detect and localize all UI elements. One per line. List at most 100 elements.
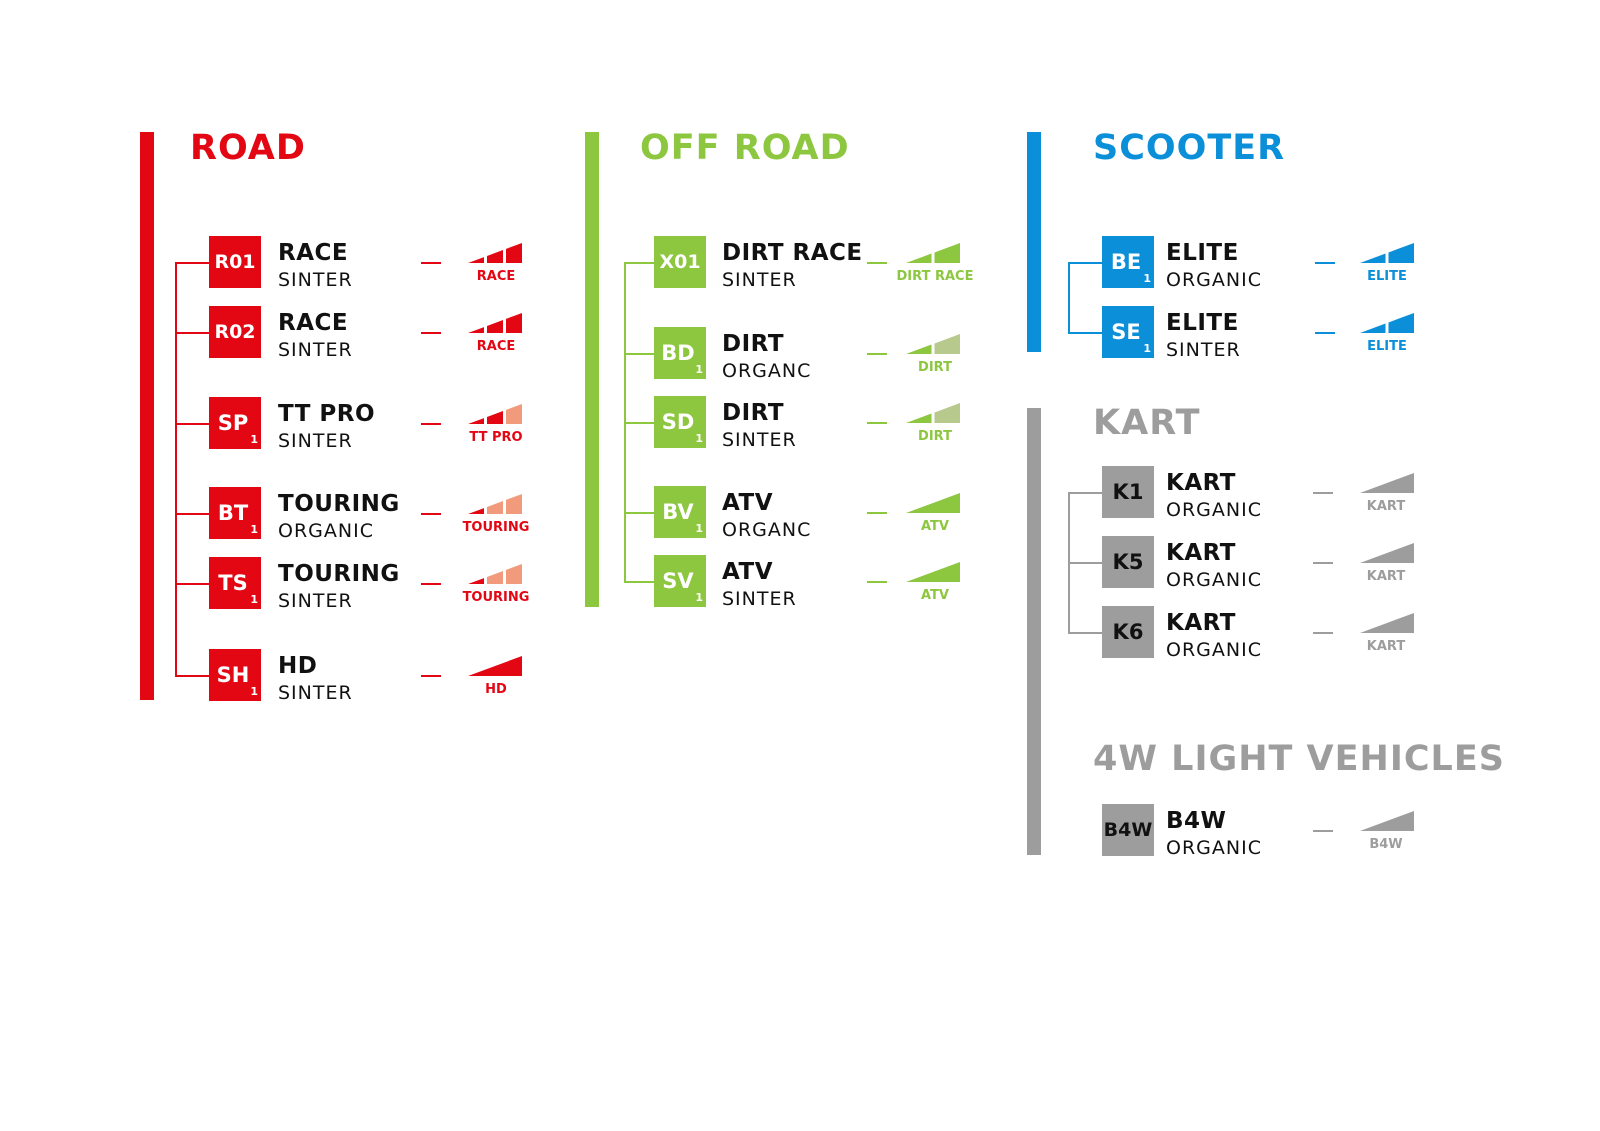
code-text: X01 xyxy=(659,251,701,273)
item-name: RACE xyxy=(278,240,349,266)
connector-dash xyxy=(421,513,441,515)
item-material: SINTER xyxy=(1166,339,1241,361)
item-material: SINTER xyxy=(278,590,353,612)
code-text: R02 xyxy=(214,321,256,343)
wedge-segment xyxy=(1360,811,1414,831)
code-badge: B4W xyxy=(1102,804,1154,856)
item-material: SINTER xyxy=(278,682,353,704)
item-material: ORGANIC xyxy=(1166,269,1262,291)
tree-branch xyxy=(175,513,209,515)
code-subscript: 1 xyxy=(1143,342,1151,355)
code-badge: BD 1 xyxy=(654,327,706,379)
code-subscript: 1 xyxy=(695,591,703,604)
code-subscript: 1 xyxy=(250,685,258,698)
icon-label: DIRT RACE xyxy=(896,269,974,284)
code-badge: R01 xyxy=(209,236,261,288)
code-badge: X01 xyxy=(654,236,706,288)
icon-label: TOURING xyxy=(462,520,530,535)
item-name: TT PRO xyxy=(278,401,376,427)
connector-dash xyxy=(421,262,441,264)
tree-branch xyxy=(1068,562,1102,564)
tree-branch xyxy=(1068,492,1102,494)
tree-branch xyxy=(624,422,654,424)
tree-branch xyxy=(175,423,209,425)
tree-branch xyxy=(624,262,654,264)
wedge-segment xyxy=(506,564,522,584)
code-badge: K5 xyxy=(1102,536,1154,588)
section-bar xyxy=(140,132,154,700)
item-material: ORGANIC xyxy=(1166,499,1262,521)
item-name: ELITE xyxy=(1166,240,1239,266)
item-name: ELITE xyxy=(1166,310,1239,336)
connector-dash xyxy=(867,422,887,424)
code-subscript: 1 xyxy=(250,523,258,536)
code-text: BV xyxy=(662,500,694,524)
tree-branch xyxy=(175,332,209,334)
wedge-segment xyxy=(468,418,484,424)
connector-dash xyxy=(1313,632,1333,634)
code-text: SP xyxy=(217,411,249,435)
icon-label: TOURING xyxy=(462,590,530,605)
icon-label: DIRT xyxy=(918,360,952,375)
code-badge: SP 1 xyxy=(209,397,261,449)
code-badge: K1 xyxy=(1102,466,1154,518)
code-text: BE xyxy=(1110,250,1142,274)
item-name: RACE xyxy=(278,310,349,336)
tree-branch xyxy=(175,583,209,585)
item-name: DIRT xyxy=(722,400,785,426)
wedge-segment xyxy=(906,344,932,354)
item-name: TOURING xyxy=(278,561,400,587)
connector-dash xyxy=(421,675,441,677)
icon-label: TT PRO xyxy=(469,430,523,445)
wedge-segment xyxy=(468,508,484,514)
section-title: 4W LIGHT VEHICLES xyxy=(1093,739,1505,779)
wedge-segment xyxy=(906,413,932,423)
icon-label: KART xyxy=(1366,499,1406,514)
code-text: K5 xyxy=(1112,550,1144,574)
wedge-segment xyxy=(468,656,522,676)
code-text: K1 xyxy=(1112,480,1144,504)
code-text: BD xyxy=(661,341,695,365)
tree-branch xyxy=(1068,632,1102,634)
wedge-segment xyxy=(468,578,484,584)
item-name: KART xyxy=(1166,470,1236,496)
icon-label: RACE xyxy=(476,269,516,284)
icon-label: DIRT xyxy=(918,429,952,444)
connector-dash xyxy=(1315,262,1335,264)
code-subscript: 1 xyxy=(1143,272,1151,285)
tree-branch xyxy=(1068,262,1102,264)
code-text: BT xyxy=(217,501,249,525)
section-bar xyxy=(585,132,599,607)
wedge-segment xyxy=(1388,313,1414,333)
item-material: ORGANIC xyxy=(1166,837,1262,859)
wedge-segment xyxy=(934,243,960,263)
connector-dash xyxy=(867,262,887,264)
performance-wedge-icon xyxy=(468,564,522,584)
wedge-segment xyxy=(1360,323,1386,333)
section-title: OFF ROAD xyxy=(640,128,850,168)
item-material: SINTER xyxy=(722,269,797,291)
code-subscript: 1 xyxy=(250,593,258,606)
performance-wedge-icon xyxy=(1360,543,1414,563)
wedge-segment xyxy=(506,313,522,333)
tree-branch xyxy=(175,675,209,677)
wedge-segment xyxy=(1360,253,1386,263)
performance-wedge-icon xyxy=(1360,243,1414,263)
code-text: R01 xyxy=(214,251,256,273)
item-name: TOURING xyxy=(278,491,400,517)
code-badge: K6 xyxy=(1102,606,1154,658)
code-badge: SH 1 xyxy=(209,649,261,701)
performance-wedge-icon xyxy=(906,562,960,582)
wedge-segment xyxy=(506,243,522,263)
code-badge: SE 1 xyxy=(1102,306,1154,358)
icon-label: RACE xyxy=(476,339,516,354)
item-material: SINTER xyxy=(278,339,353,361)
performance-wedge-icon xyxy=(906,243,960,263)
code-text: SH xyxy=(216,663,250,687)
connector-dash xyxy=(1313,830,1333,832)
wedge-segment xyxy=(1360,543,1414,563)
tree-line xyxy=(175,262,177,675)
wedge-segment xyxy=(906,493,960,513)
icon-label: KART xyxy=(1366,569,1406,584)
performance-wedge-icon xyxy=(468,494,522,514)
